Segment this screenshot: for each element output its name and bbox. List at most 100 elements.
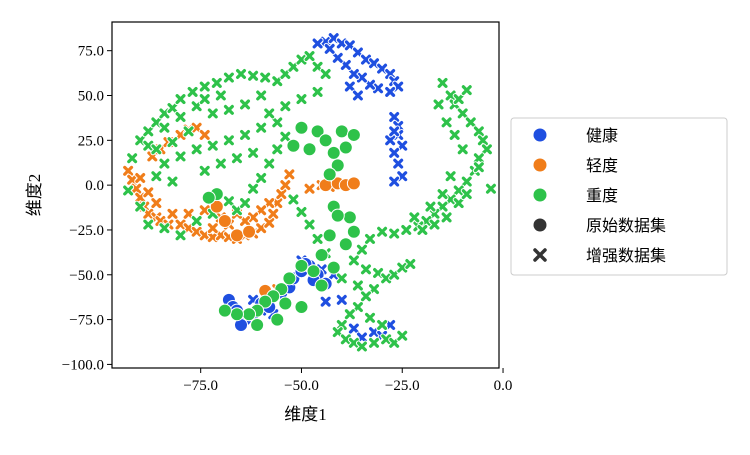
augmented-point xyxy=(351,279,364,292)
augmented-point xyxy=(142,207,155,220)
augmented-point xyxy=(388,336,401,349)
augmented-point xyxy=(444,170,457,183)
augmented-point xyxy=(158,121,171,134)
augmented-point xyxy=(158,222,171,235)
augmented-point xyxy=(436,76,449,89)
augmented-point xyxy=(174,93,187,106)
original-point xyxy=(229,307,244,322)
original-point xyxy=(326,260,341,275)
augmented-point xyxy=(428,218,441,231)
original-point xyxy=(302,142,317,157)
augmented-point xyxy=(388,146,401,159)
augmented-point xyxy=(396,261,409,274)
augmented-point xyxy=(255,204,268,217)
augmented-point xyxy=(222,134,235,147)
augmented-point xyxy=(142,125,155,138)
augmented-point xyxy=(255,121,268,134)
original-point xyxy=(270,312,285,327)
augmented-point xyxy=(343,80,356,93)
augmented-point xyxy=(311,232,324,245)
augmented-point xyxy=(384,85,397,98)
augmented-point xyxy=(476,134,489,147)
original-point xyxy=(294,258,309,273)
augmented-point xyxy=(198,93,211,106)
augmented-point xyxy=(295,53,308,66)
augmented-point xyxy=(222,195,235,208)
augmented-point xyxy=(376,318,389,331)
augmented-point xyxy=(392,157,405,170)
augmented-point xyxy=(283,168,296,181)
original-point xyxy=(338,237,353,252)
augmented-point xyxy=(150,143,163,156)
original-point xyxy=(318,133,333,148)
augmented-point xyxy=(452,93,465,106)
original-point xyxy=(250,317,265,332)
augmented-point xyxy=(239,128,252,141)
augmented-point xyxy=(319,67,332,80)
augmented-point xyxy=(190,121,203,134)
augmented-point xyxy=(368,336,381,349)
augmented-point xyxy=(303,218,316,231)
original-point xyxy=(314,278,329,293)
augmented-point xyxy=(355,243,368,256)
augmented-point xyxy=(464,116,477,129)
augmented-point xyxy=(166,136,179,149)
original-point xyxy=(326,145,341,160)
augmented-point xyxy=(408,211,421,224)
augmented-point xyxy=(222,103,235,116)
augmented-point xyxy=(190,100,203,113)
y-tick-label: 25.0 xyxy=(78,133,104,149)
augmented-point xyxy=(372,82,385,95)
augmented-point xyxy=(339,59,352,72)
augmented-point xyxy=(295,206,308,219)
augmented-point xyxy=(388,175,401,188)
y-axis-label: 维度2 xyxy=(25,174,44,217)
augmented-point xyxy=(255,171,268,184)
augmented-point xyxy=(424,200,437,213)
augmented-point xyxy=(279,130,292,143)
augmented-point xyxy=(271,116,284,129)
augmented-point xyxy=(436,200,449,213)
augmented-point xyxy=(331,51,344,64)
original-point xyxy=(242,307,257,322)
legend-label: 轻度 xyxy=(586,157,618,175)
augmented-point xyxy=(150,197,163,210)
augmented-point xyxy=(263,216,276,229)
augmented-point xyxy=(247,69,260,82)
original-point xyxy=(217,213,232,228)
augmented-point xyxy=(166,175,179,188)
original-point xyxy=(294,120,309,135)
original-point xyxy=(346,224,361,239)
legend-item: 轻度 xyxy=(533,157,618,175)
augmented-point xyxy=(198,164,211,177)
augmented-point xyxy=(347,336,360,349)
x-axis-label: 维度1 xyxy=(284,405,327,424)
original-point xyxy=(346,127,361,142)
augmented-point xyxy=(230,152,243,165)
augmented-point xyxy=(436,188,449,201)
augmented-point xyxy=(480,143,493,156)
augmented-point xyxy=(263,107,276,120)
augmented-point xyxy=(190,225,203,238)
augmented-point xyxy=(287,60,300,73)
augmented-point xyxy=(404,258,417,271)
original-point xyxy=(314,248,329,263)
original-point xyxy=(334,124,349,139)
augmented-point xyxy=(247,211,260,224)
legend-box xyxy=(510,117,728,276)
augmented-point xyxy=(388,111,401,124)
augmented-point xyxy=(376,225,389,238)
augmented-point xyxy=(460,188,473,201)
y-tick-label: −50.0 xyxy=(69,268,104,284)
augmented-point xyxy=(279,100,292,113)
augmented-point xyxy=(142,139,155,152)
augmented-point xyxy=(303,50,316,63)
original-point xyxy=(310,124,325,139)
original-point xyxy=(242,224,257,239)
y-tick-label: −25.0 xyxy=(69,223,104,239)
augmented-point xyxy=(267,207,280,220)
augmented-point xyxy=(279,179,292,192)
augmented-point xyxy=(347,254,360,267)
augmented-point xyxy=(359,263,372,276)
